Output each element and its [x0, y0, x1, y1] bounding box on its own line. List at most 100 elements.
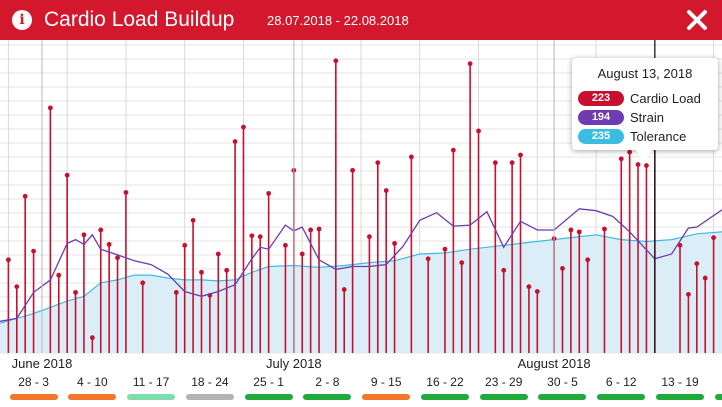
cardio-load-point — [266, 191, 272, 196]
cardio-load-point — [14, 284, 20, 290]
week-status-bar — [185, 394, 234, 400]
cardio-load-point — [618, 156, 624, 162]
tooltip-strain-value: 194 — [578, 110, 624, 125]
cardio-load-point — [450, 147, 456, 153]
cardio-load-point — [375, 160, 381, 166]
cardio-load-point — [686, 291, 691, 297]
cardio-load-point — [459, 260, 465, 266]
tooltip-date: August 13, 2018 — [597, 66, 693, 81]
cardio-load-point — [22, 193, 28, 199]
cardio-load-point — [627, 149, 633, 155]
cardio-load-point — [534, 289, 540, 294]
cardio-load-point — [106, 241, 112, 247]
week-status-bar — [244, 394, 293, 400]
tooltip-tolerance-label: Tolerance — [630, 129, 687, 144]
strain-line-path — [0, 208, 722, 322]
cardio-load-point — [316, 226, 322, 232]
strain-line — [0, 208, 722, 322]
week-status-bar — [362, 394, 411, 400]
tooltip-pointer — [635, 149, 653, 161]
cardio-load-point — [568, 227, 574, 233]
cardio-load-point — [602, 226, 607, 232]
cardio-load-point — [694, 261, 700, 266]
week-label[interactable]: 16 - 22 — [426, 375, 464, 389]
week-status-bar — [9, 394, 58, 400]
tooltip-strain-label: Strain — [630, 110, 664, 125]
cardio-load-point — [509, 160, 515, 166]
cardio-load-point — [224, 267, 230, 273]
cardio-load-point — [140, 280, 146, 286]
month-label: July 2018 — [266, 356, 322, 371]
cardio-load-point — [333, 58, 339, 64]
week-label[interactable]: 30 - 5 — [547, 375, 578, 389]
cardio-load-point — [64, 172, 70, 178]
week-label[interactable]: 9 - 15 — [370, 375, 402, 389]
week-label[interactable]: 6 - 12 — [605, 375, 637, 389]
cardio-load-point — [644, 163, 649, 168]
week-status-bar — [420, 394, 469, 400]
week-label[interactable]: 2 - 8 — [315, 375, 340, 389]
cardio-load-point — [215, 251, 221, 257]
tooltip-cardio-load-label: Cardio Load — [630, 91, 701, 106]
cardio-load-point — [467, 61, 473, 67]
cardio-load-point — [585, 257, 591, 263]
cardio-load-point — [702, 275, 708, 281]
cardio-load-point — [232, 139, 238, 144]
week-label[interactable]: 13 - 19 — [661, 375, 699, 389]
cardio-load-point — [73, 290, 78, 295]
cardio-load-point — [526, 284, 532, 290]
month-label: August 2018 — [518, 356, 591, 371]
cardio-load-point — [257, 234, 263, 240]
cardio-load-point — [190, 217, 196, 223]
cardio-load-point — [89, 335, 95, 341]
date-range: 28.07.2018 - 22.08.2018 — [267, 13, 409, 28]
info-icon[interactable]: i — [12, 10, 32, 30]
week-label[interactable]: 2 — [709, 375, 722, 389]
cardio-load-point — [560, 266, 565, 271]
cardio-load-point — [299, 251, 305, 257]
cardio-load-point — [182, 242, 188, 248]
week-status-bar — [68, 394, 117, 400]
week-label[interactable]: 18 - 24 — [191, 375, 229, 389]
cardio-load-chart[interactable]: June 2018 July 2018 August 2018 — [0, 40, 722, 372]
cardio-load-point — [383, 188, 389, 193]
cardio-load-point — [115, 255, 120, 261]
cardio-load-point — [249, 233, 255, 239]
week-label[interactable]: 4 - 10 — [77, 375, 108, 389]
week-label[interactable]: 28 - 3 — [18, 375, 49, 389]
cardio-load-point — [341, 287, 347, 292]
cardio-load-point — [123, 190, 129, 195]
week-label[interactable]: 11 - 17 — [132, 375, 170, 389]
tooltip-tolerance-value: 235 — [578, 129, 624, 144]
cardio-load-point — [308, 227, 314, 233]
tooltip-cardio-load-value: 223 — [578, 91, 624, 106]
week-selector: 28 - 3 4 - 10 11 - 17 18 - 24 25 - 1 2 - 8 9 -… — [0, 372, 722, 407]
cardio-load-point — [350, 167, 356, 173]
close-icon[interactable] — [684, 7, 710, 33]
week-status-bar — [714, 394, 722, 400]
week-status-bar — [479, 394, 528, 400]
week-label[interactable]: 23 - 29 — [485, 375, 523, 389]
cardio-load-point — [81, 232, 87, 238]
week-status-bar — [656, 394, 705, 400]
cardio-load-point — [425, 256, 431, 262]
cardio-load-point — [283, 242, 288, 248]
cardio-load-point — [47, 105, 53, 111]
week-status-bar — [303, 394, 352, 400]
cardio-load-point — [56, 272, 62, 278]
cardio-load-point — [476, 128, 481, 134]
cardio-load-point — [98, 227, 104, 233]
cardio-load-point — [635, 162, 641, 167]
cardio-load-point — [199, 269, 204, 275]
cardio-load-point — [501, 267, 507, 273]
header-bar: i Cardio Load Buildup 28.07.2018 - 22.08… — [0, 0, 722, 40]
cardio-load-point — [442, 246, 448, 252]
page-title: Cardio Load Buildup — [44, 8, 235, 31]
tooltip: August 13, 2018 223 Cardio Load 194 Stra… — [572, 58, 718, 150]
month-labels: June 2018 July 2018 August 2018 — [12, 40, 591, 371]
week-label[interactable]: 25 - 1 — [253, 375, 284, 389]
cardio-load-point — [241, 124, 246, 130]
week-status-bar — [127, 394, 176, 400]
cardio-load-point — [31, 248, 36, 254]
